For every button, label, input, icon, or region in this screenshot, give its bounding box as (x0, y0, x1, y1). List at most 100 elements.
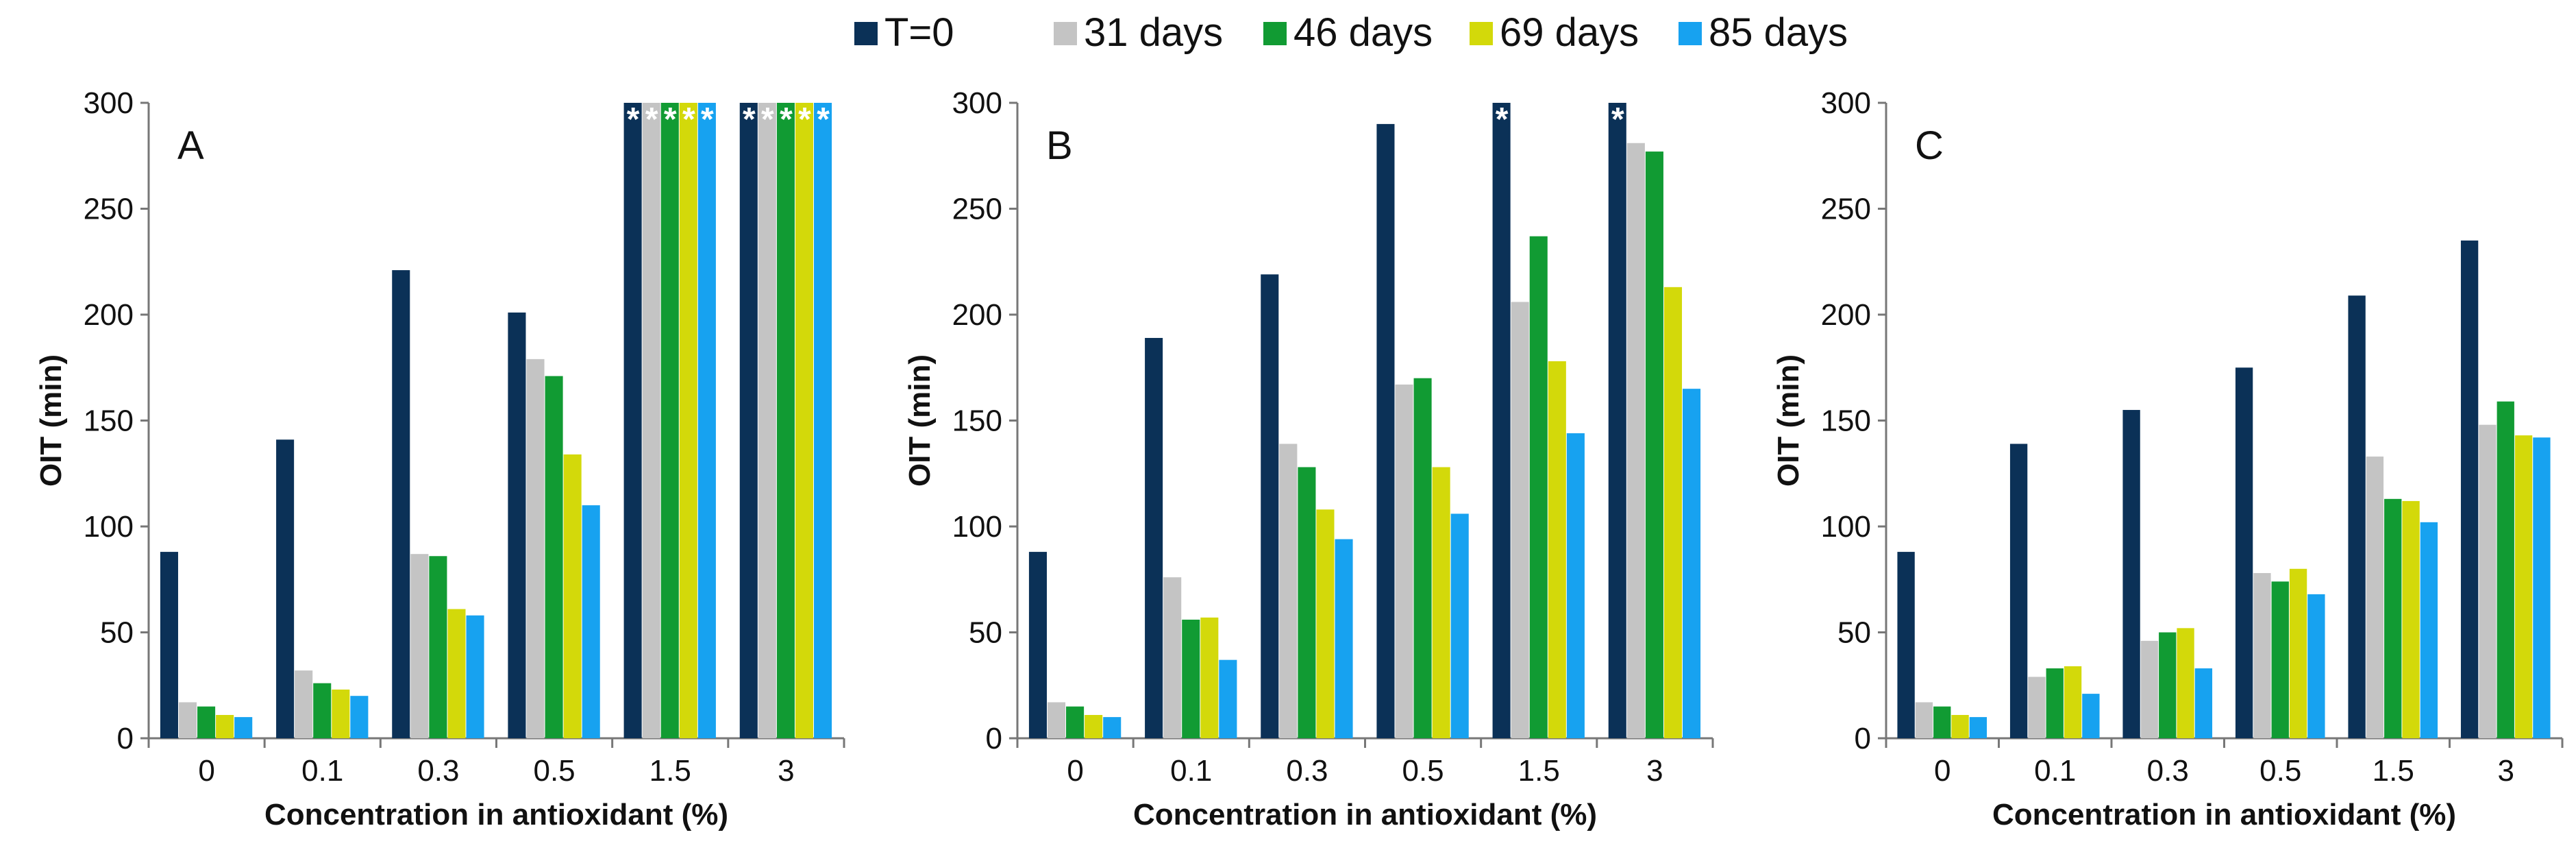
legend-label-1: 31 days (1084, 10, 1223, 55)
bar-c-0.5-s2 (2271, 581, 2289, 738)
bar-c-0.1-s4 (2082, 694, 2100, 738)
y-tick-label: 300 (84, 86, 134, 120)
bar-c-0.5-s3 (2289, 568, 2307, 738)
x-tick-label: 3 (2498, 754, 2514, 788)
x-tick-label: 0.5 (1402, 754, 1444, 788)
bar-a-0.3-s1 (410, 554, 429, 738)
bar-b-0.3-s1 (1279, 444, 1298, 738)
x-tick-label: 1.5 (2373, 754, 2414, 788)
panel-label: A (177, 123, 204, 168)
bar-c-0.1-s1 (2028, 677, 2046, 738)
bar-a-0-s0 (160, 552, 178, 738)
bar-a-0.3-s2 (429, 556, 447, 738)
bar-a-0-s3 (216, 715, 234, 738)
bar-a-0-s1 (178, 702, 197, 738)
y-tick-label: 0 (1855, 722, 1871, 755)
bar-a-1.5-s3 (679, 103, 697, 738)
star-marker: * (645, 101, 658, 138)
bar-c-1.5-s2 (2384, 498, 2402, 738)
y-tick-label: 0 (117, 722, 134, 755)
bar-c-0.3-s0 (2122, 410, 2140, 738)
bar-b-0-s0 (1028, 552, 1047, 738)
star-marker: * (1496, 101, 1509, 138)
bar-c-3-s0 (2460, 240, 2479, 739)
star-marker: * (682, 101, 695, 138)
bar-b-0.1-s2 (1182, 619, 1200, 738)
bar-c-0.5-s0 (2235, 367, 2253, 738)
panel-label: C (1915, 123, 1944, 168)
bar-c-3-s2 (2497, 401, 2514, 738)
bar-b-0.3-s2 (1298, 467, 1316, 738)
bar-b-0.5-s0 (1376, 123, 1395, 738)
bar-c-0.3-s1 (2140, 640, 2159, 738)
bar-c-0-s0 (1897, 552, 1915, 738)
bar-c-0.5-s4 (2307, 594, 2325, 738)
bar-b-0.5-s2 (1413, 378, 1432, 738)
bar-a-1.5-s0 (623, 103, 642, 738)
y-tick-label: 200 (952, 298, 1002, 332)
x-axis-title: Concentration in antioxidant (%) (1133, 798, 1597, 831)
legend-label-2: 46 days (1293, 10, 1433, 55)
bar-b-0.3-s3 (1316, 509, 1335, 738)
x-tick-label: 1.5 (1518, 754, 1560, 788)
bar-a-0.1-s2 (313, 683, 332, 738)
legend: T=0 31 days 46 days 69 days 85 days (854, 10, 1848, 55)
y-tick-label: 100 (952, 510, 1002, 544)
bar-c-0-s3 (1951, 715, 1969, 738)
legend-swatch-0 (854, 22, 878, 45)
bar-c-3-s4 (2533, 437, 2551, 738)
y-tick-label: 300 (952, 86, 1002, 120)
bar-b-1.5-s2 (1529, 236, 1548, 738)
bar-b-0.5-s3 (1432, 467, 1450, 738)
bar-c-0-s4 (1969, 717, 1987, 738)
bar-c-1.5-s3 (2402, 500, 2420, 738)
bar-c-0.1-s2 (2046, 668, 2064, 738)
y-tick-label: 300 (1821, 86, 1871, 120)
star-marker: * (627, 101, 640, 138)
bar-a-3-s2 (776, 103, 795, 738)
bar-c-0-s1 (1915, 702, 1933, 738)
bar-a-0.5-s3 (563, 454, 582, 738)
legend-swatch-3 (1470, 22, 1493, 45)
y-tick-label: 200 (1821, 298, 1871, 332)
y-tick-label: 0 (986, 722, 1002, 755)
bar-a-0.5-s0 (508, 312, 526, 738)
bar-c-0.3-s4 (2194, 668, 2213, 738)
x-tick-label: 1.5 (649, 754, 691, 788)
y-axis-title: OIT (min) (903, 354, 937, 487)
bar-a-0.5-s1 (526, 359, 545, 738)
panel-label: B (1046, 123, 1073, 168)
legend-label-0: T=0 (884, 10, 954, 55)
bar-b-1.5-s3 (1548, 361, 1566, 738)
bar-c-3-s1 (2479, 424, 2497, 738)
bar-b-0-s4 (1103, 717, 1122, 738)
bar-b-0-s3 (1085, 715, 1103, 738)
bar-b-1.5-s0 (1492, 103, 1511, 738)
bar-c-0-s2 (1933, 706, 1951, 738)
x-tick-label: 0.3 (1286, 754, 1328, 788)
star-marker: * (817, 101, 830, 138)
bar-a-0.1-s1 (295, 670, 313, 738)
star-marker: * (780, 101, 793, 138)
y-tick-label: 250 (1821, 193, 1871, 226)
bar-a-0-s4 (234, 717, 253, 738)
bar-c-3-s3 (2514, 435, 2533, 738)
bar-a-1.5-s4 (697, 103, 716, 738)
legend-swatch-1 (1054, 22, 1077, 45)
bar-b-0.3-s4 (1335, 539, 1353, 738)
y-axis-title: OIT (min) (1772, 354, 1805, 487)
x-tick-label: 3 (778, 754, 794, 788)
panel-b: 0 50 100 150 200 250 300 0 0.1 0.3 0.5 1.5 * 3 * B OIT (… (903, 86, 1714, 831)
bar-c-0.1-s3 (2064, 666, 2082, 738)
x-axis-title: Concentration in antioxidant (%) (1992, 798, 2456, 831)
y-tick-label: 200 (84, 298, 134, 332)
bar-c-1.5-s0 (2348, 295, 2366, 738)
x-tick-label: 0 (1067, 754, 1083, 788)
bar-c-0.5-s1 (2253, 572, 2271, 738)
bar-a-0-s2 (197, 706, 216, 738)
bar-a-0.5-s2 (545, 376, 563, 738)
bar-a-0.1-s4 (350, 696, 369, 738)
bar-a-1.5-s1 (642, 103, 660, 738)
x-tick-label: 0.1 (2034, 754, 2076, 788)
